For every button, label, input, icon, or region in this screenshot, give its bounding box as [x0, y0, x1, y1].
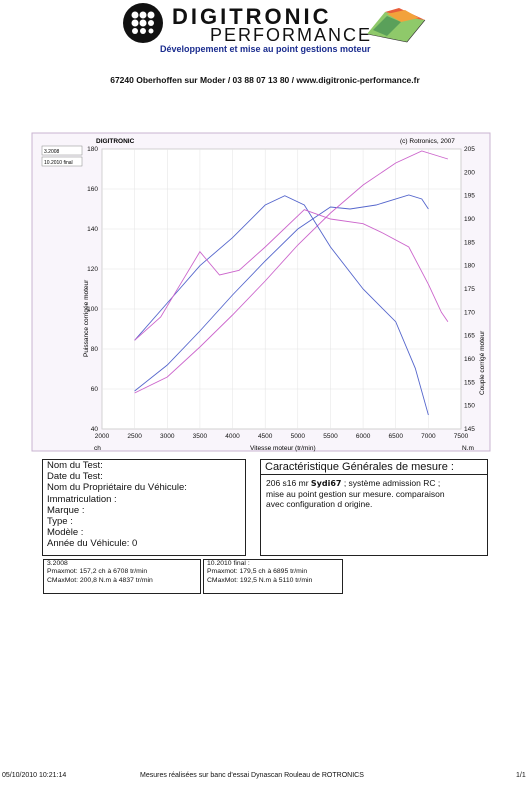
- x-tick-label: 6500: [388, 433, 403, 440]
- y-right-tick-label: 175: [464, 286, 475, 293]
- owner-name-field: Nom du Propriétaire du Véhicule:: [47, 482, 187, 494]
- characteristics-line2: mise au point gestion sur mesure. compar…: [266, 489, 445, 499]
- x-tick-label: 4500: [258, 433, 273, 440]
- y-left-tick-label: 80: [91, 346, 99, 353]
- x-tick-label: 2500: [127, 433, 142, 440]
- y-right-tick-label: 170: [464, 309, 475, 316]
- x-tick-label: 6000: [356, 433, 371, 440]
- x-tick-label: 7000: [421, 433, 436, 440]
- x-axis-label: Vitesse moteur (tr/min): [250, 445, 316, 452]
- y-left-tick-label: 120: [87, 266, 98, 273]
- y-axis-right-label: Couple corrigé moteur: [479, 330, 486, 395]
- result-pmax: Pmaxmot: 179,5 ch à 6895 tr/min: [207, 568, 308, 576]
- x-tick-label: 7500: [454, 433, 469, 440]
- y-right-tick-label: 200: [464, 169, 475, 176]
- y-right-tick-label: 160: [464, 356, 475, 363]
- chart-top-left-label: DIGITRONIC: [96, 138, 135, 145]
- engine-map-3d-icon: [366, 8, 426, 43]
- result-pmax: Pmaxmot: 157,2 ch à 6708 tr/min: [47, 568, 148, 576]
- y-right-tick-label: 155: [464, 379, 475, 386]
- left-unit-label: ch: [94, 445, 101, 452]
- series-line-torque-2008: [134, 195, 429, 416]
- series-line-power-2008: [134, 194, 429, 392]
- result-tag: 10.2010 final :: [207, 560, 250, 567]
- type-field: Type :: [47, 516, 73, 528]
- measurement-characteristics-box: Caractéristique Générales de mesure : 20…: [260, 459, 488, 556]
- result-cmax: CMaxMot: 192,5 N.m à 5110 tr/min: [207, 576, 313, 584]
- test-date-field: Date du Test:: [47, 471, 103, 483]
- result-box-2010: 10.2010 final : Pmaxmot: 179,5 ch à 6895…: [203, 559, 343, 594]
- y-right-tick-label: 205: [464, 146, 475, 153]
- legend-tag-2008: 3.2008: [44, 149, 60, 155]
- x-tick-label: 3500: [193, 433, 208, 440]
- y-right-tick-label: 150: [464, 403, 475, 410]
- result-cmax: CMaxMot: 200,8 N.m à 4837 tr/min: [47, 576, 153, 584]
- y-right-tick-label: 185: [464, 239, 475, 246]
- series-line-power-2010: [134, 150, 449, 394]
- footer-caption: Mesures réalisées sur banc d'essai Dynas…: [140, 772, 364, 779]
- y-right-tick-label: 190: [464, 216, 475, 223]
- legend-tag-2010: 10.2010 final: [44, 160, 73, 166]
- y-left-tick-label: 100: [87, 306, 98, 313]
- characteristics-title: Caractéristique Générales de mesure :: [261, 460, 487, 475]
- brand-name-line2: PERFORMANCE: [210, 25, 373, 45]
- model-field: Modèle :: [47, 527, 84, 539]
- characteristics-handle: Sydi67: [310, 479, 342, 488]
- characteristics-line3: avec configuration d origine.: [266, 499, 373, 509]
- digitronic-logo-icon: [123, 3, 163, 43]
- chart-top-right-label: (c) Rotronics, 2007: [400, 138, 455, 145]
- result-box-2008: 3.2008 Pmaxmot: 157,2 ch à 6708 tr/min C…: [43, 559, 201, 594]
- y-right-tick-label: 165: [464, 333, 475, 340]
- characteristics-line1-a: 206 s16 mr: [266, 478, 311, 488]
- x-tick-label: 3000: [160, 433, 175, 440]
- brand-field: Marque :: [47, 504, 85, 516]
- y-axis-left-label: Puissance corrigée moteur: [83, 279, 90, 357]
- y-left-tick-label: 160: [87, 186, 98, 193]
- y-right-tick-label: 195: [464, 193, 475, 200]
- registration-field: Immatriculation :: [47, 493, 117, 505]
- x-tick-label: 5000: [291, 433, 306, 440]
- brand-tagline: Développement et mise au point gestions …: [160, 44, 371, 54]
- x-tick-label: 2000: [95, 433, 110, 440]
- y-left-tick-label: 180: [87, 146, 98, 153]
- result-tag: 3.2008: [47, 560, 68, 567]
- y-left-tick-label: 40: [91, 426, 99, 433]
- footer-page-number: 1/1: [516, 772, 526, 779]
- test-info-box: Nom du Test: Date du Test: Nom du Propri…: [42, 459, 246, 556]
- y-left-tick-label: 60: [91, 386, 99, 393]
- characteristics-text: 206 s16 mr Sydi67 ; système admission RC…: [261, 475, 487, 512]
- x-tick-label: 5500: [323, 433, 338, 440]
- brand-name-line1: DIGITRONIC: [172, 4, 332, 29]
- characteristics-line1-b: ; système admission RC ;: [341, 478, 441, 488]
- y-right-tick-label: 145: [464, 426, 475, 433]
- y-right-tick-label: 180: [464, 263, 475, 270]
- x-tick-label: 4000: [225, 433, 240, 440]
- test-name-field: Nom du Test:: [47, 460, 103, 471]
- series-line-torque-2010: [134, 209, 449, 341]
- footer-datetime: 05/10/2010 10:21:14: [2, 772, 67, 779]
- y-left-tick-label: 140: [87, 226, 98, 233]
- vehicle-year-field: Année du Véhicule: 0: [47, 538, 138, 550]
- contact-address: 67240 Oberhoffen sur Moder / 03 88 07 13…: [110, 75, 420, 85]
- dyno-chart: DIGITRONIC (c) Rotronics, 2007 3.2008 10…: [31, 132, 491, 452]
- right-unit-label: N.m: [462, 445, 474, 452]
